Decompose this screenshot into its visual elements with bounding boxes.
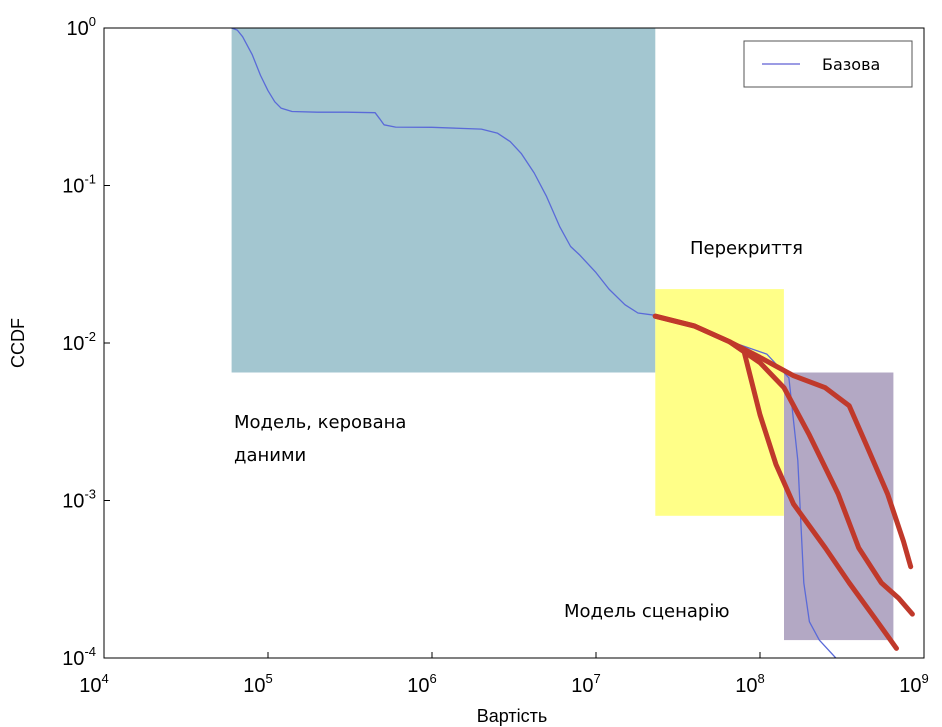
region-label-0-line-1: даними: [234, 445, 306, 466]
x-tick-label-2: 106: [407, 671, 436, 697]
region-0: [231, 28, 656, 373]
x-tick-label-1: 105: [243, 671, 272, 697]
x-axis-title: Вартість: [477, 706, 548, 726]
legend: Базова: [743, 40, 913, 88]
legend-label-base: Базова: [822, 55, 880, 74]
y-tick-label-0: 100: [67, 14, 96, 40]
x-tick-label-3: 107: [571, 671, 600, 697]
x-axis: 104 105 106 107 108 109: [79, 652, 929, 697]
y-tick-label-4: 10-4: [62, 644, 96, 670]
y-axis: 100 10-1 10-2 10-3 10-4: [62, 14, 110, 670]
y-tick-label-1: 10-1: [62, 172, 96, 198]
region-1: [655, 289, 784, 516]
series-line-base: [230, 28, 837, 658]
series-layer: [230, 28, 915, 658]
region-label-2-line-0: Модель сценарію: [564, 601, 730, 622]
y-axis-title: CCDF: [8, 318, 28, 368]
scenario-curve-3: [652, 313, 899, 651]
y-tick-label-2: 10-2: [62, 329, 96, 355]
region-label-1-line-0: Перекриття: [690, 238, 803, 259]
x-tick-label-5: 109: [899, 671, 928, 697]
region-label-0-line-0: Модель, керована: [234, 412, 406, 433]
x-tick-label-4: 108: [735, 671, 764, 697]
x-tick-label-0: 104: [79, 671, 108, 697]
y-tick-label-3: 10-3: [62, 487, 96, 513]
regions-layer: [231, 28, 894, 641]
region-labels: Модель, керована даними Перекриття Модель с…: [234, 238, 803, 622]
